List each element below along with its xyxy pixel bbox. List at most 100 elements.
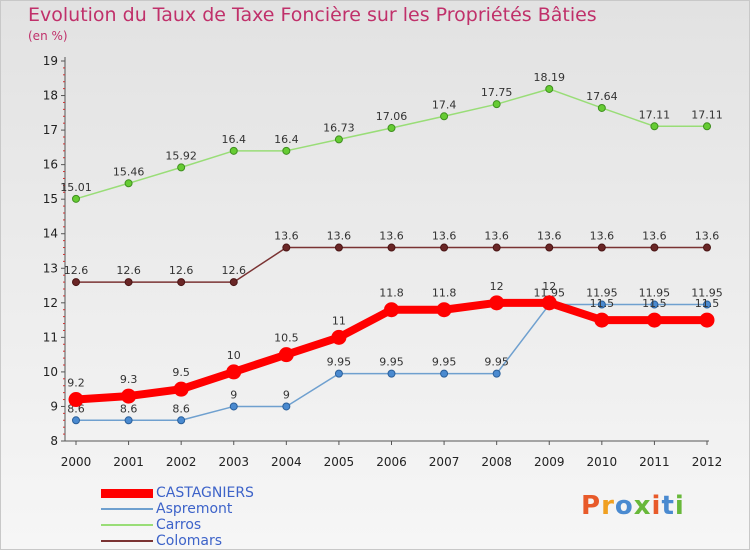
x-tick-label: 2006 xyxy=(376,455,407,469)
data-label-castagniers: 9.2 xyxy=(67,377,85,390)
data-point-colomars xyxy=(440,243,449,252)
data-point-aspremont xyxy=(387,369,396,378)
data-point-castagniers xyxy=(278,347,294,363)
data-point-colomars xyxy=(177,278,186,287)
logo-letter: r xyxy=(601,491,615,521)
data-label-colomars: 13.6 xyxy=(590,230,615,243)
x-tick-label: 2009 xyxy=(534,455,565,469)
data-point-colomars xyxy=(334,243,343,252)
data-point-colomars xyxy=(703,243,711,252)
logo-letter: i xyxy=(651,491,662,521)
data-label-castagniers: 9.3 xyxy=(120,373,138,386)
y-tick-label: 19 xyxy=(43,54,58,68)
legend-label-aspremont: Aspremont xyxy=(156,501,233,517)
data-label-carros: 17.64 xyxy=(586,90,618,103)
data-label-colomars: 13.6 xyxy=(537,230,562,243)
data-label-castagniers: 10 xyxy=(227,349,241,362)
data-point-aspremont xyxy=(440,369,449,378)
data-point-carros xyxy=(387,124,396,133)
logo-letter: i xyxy=(674,491,685,521)
data-label-colomars: 13.6 xyxy=(642,230,667,243)
chart-subtitle: (en %) xyxy=(28,29,68,43)
data-point-colomars xyxy=(282,243,291,252)
y-tick-label: 17 xyxy=(43,123,58,137)
x-tick-label: 2001 xyxy=(113,455,144,469)
logo-letter: o xyxy=(614,491,634,521)
logo-letter: P xyxy=(581,491,602,521)
data-point-castagniers xyxy=(121,388,137,404)
data-label-colomars: 13.6 xyxy=(379,230,404,243)
data-point-castagniers xyxy=(594,312,610,328)
data-label-aspremont: 11.95 xyxy=(691,287,723,300)
data-point-colomars xyxy=(124,278,133,287)
series-carros: 15.01 15.46 15.92 16.4 16.4 16.73 17.06 17.4 17.… xyxy=(60,71,723,203)
x-tick-label: 2008 xyxy=(481,455,512,469)
y-tick-label: 15 xyxy=(43,192,58,206)
data-label-colomars: 13.6 xyxy=(274,230,299,243)
series-colomars: 12.6 12.6 12.6 12.6 13.6 13.6 13.6 13.6 13.6 13.6… xyxy=(64,230,720,287)
series-line-castagniers xyxy=(72,298,711,404)
y-tick-label: 8 xyxy=(50,434,58,448)
logo-letter: t xyxy=(661,491,675,521)
series-line-carros xyxy=(75,88,708,200)
data-label-aspremont: 8.6 xyxy=(120,402,138,415)
data-point-carros xyxy=(124,179,133,188)
data-point-aspremont xyxy=(282,402,291,411)
data-label-colomars: 12.6 xyxy=(64,264,89,277)
data-label-colomars: 12.6 xyxy=(169,264,194,277)
data-label-castagniers: 11.5 xyxy=(695,297,720,310)
data-point-castagniers xyxy=(646,312,662,328)
data-point-castagniers xyxy=(436,302,452,318)
data-point-carros xyxy=(334,135,343,144)
proxiti-logo: Proxiti xyxy=(581,491,685,521)
data-label-carros: 15.92 xyxy=(165,149,197,162)
data-label-carros: 17.75 xyxy=(481,86,513,99)
x-tick-label: 2000 xyxy=(61,455,92,469)
chart-title: Evolution du Taux de Taxe Foncière sur l… xyxy=(28,4,597,26)
data-label-castagniers: 12 xyxy=(490,280,504,293)
data-point-castagniers xyxy=(226,364,242,380)
data-label-aspremont: 9.95 xyxy=(379,356,404,369)
data-label-colomars: 13.6 xyxy=(432,230,457,243)
data-point-castagniers xyxy=(68,392,84,408)
y-tick-label: 12 xyxy=(43,296,58,310)
data-point-aspremont xyxy=(597,300,606,309)
data-point-aspremont xyxy=(703,300,711,309)
x-tick-label: 2002 xyxy=(166,455,197,469)
legend-label-carros: Carros xyxy=(156,517,202,533)
data-label-carros: 17.11 xyxy=(639,108,671,121)
data-label-aspremont: 9.95 xyxy=(484,356,509,369)
y-tick-label: 18 xyxy=(43,89,58,103)
data-label-carros: 17.11 xyxy=(691,108,723,121)
data-label-aspremont: 11.95 xyxy=(639,287,671,300)
data-point-colomars xyxy=(597,243,606,252)
data-label-colomars: 13.6 xyxy=(695,230,720,243)
data-point-carros xyxy=(177,163,186,172)
legend-swatch-carros xyxy=(101,524,153,526)
data-label-colomars: 12.6 xyxy=(222,264,247,277)
data-label-carros: 18.19 xyxy=(534,71,566,84)
data-point-aspremont xyxy=(72,416,80,425)
data-point-aspremont xyxy=(124,416,133,425)
data-label-carros: 17.06 xyxy=(376,110,408,123)
data-point-carros xyxy=(282,146,291,155)
data-label-carros: 15.01 xyxy=(60,181,92,194)
data-point-aspremont xyxy=(650,300,659,309)
data-point-castagniers xyxy=(384,302,399,318)
data-point-carros xyxy=(545,84,554,93)
data-point-castagniers xyxy=(699,312,715,328)
x-tick-label: 2005 xyxy=(324,455,355,469)
legend-swatch-aspremont xyxy=(101,508,153,510)
data-point-carros xyxy=(597,103,606,112)
data-label-aspremont: 8.6 xyxy=(172,402,190,415)
data-label-aspremont: 9 xyxy=(230,388,237,401)
x-tick-label: 2011 xyxy=(639,455,670,469)
data-label-aspremont: 9.95 xyxy=(432,356,457,369)
data-point-carros xyxy=(440,112,449,121)
y-tick-label: 9 xyxy=(50,399,58,413)
x-tick-label: 2012 xyxy=(692,455,723,469)
x-tick-label: 2007 xyxy=(429,455,460,469)
data-label-castagniers: 9.5 xyxy=(172,366,190,379)
